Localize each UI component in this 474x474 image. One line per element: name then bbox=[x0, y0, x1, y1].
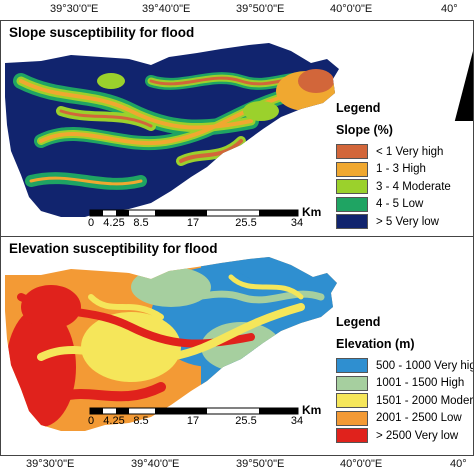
scale-label: 0 bbox=[87, 415, 95, 427]
elevation-legend-item: 1501 - 2000 Moderate bbox=[336, 392, 474, 410]
legend-swatch bbox=[336, 410, 368, 426]
legend-label: > 2500 Very low bbox=[376, 429, 459, 442]
scale-label: 8.5 bbox=[133, 415, 149, 427]
slope-legend-item: 4 - 5 Low bbox=[336, 196, 451, 214]
slope-legend-item: > 5 Very low bbox=[336, 213, 451, 231]
legend-label: 1501 - 2000 Moderate bbox=[376, 394, 474, 407]
scale-unit: Km bbox=[302, 205, 322, 219]
legend-label: > 5 Very low bbox=[376, 215, 439, 228]
elevation-legend-item: 500 - 1000 Very high bbox=[336, 357, 474, 375]
slope-legend: Legend Slope (%) < 1 Very high 1 - 3 Hig… bbox=[336, 101, 451, 231]
legend-swatch bbox=[336, 358, 368, 374]
legend-swatch bbox=[336, 428, 368, 444]
scale-label: 0 bbox=[87, 217, 95, 229]
slope-legend-item: 1 - 3 High bbox=[336, 161, 451, 179]
scale-label: 4.25 bbox=[103, 217, 125, 229]
slope-legend-title: Legend bbox=[336, 101, 381, 115]
elevation-map bbox=[5, 257, 337, 431]
scale-label: 34 bbox=[290, 217, 304, 229]
coord-label-bottom-1: 39°30'0"E bbox=[26, 458, 75, 470]
coord-label-top-4: 40°0'0"E bbox=[330, 3, 373, 15]
elevation-legend: Legend Elevation (m) 500 - 1000 Very hig… bbox=[336, 315, 474, 445]
north-arrow-icon: N bbox=[454, 51, 474, 121]
scale-label: 17 bbox=[186, 415, 200, 427]
coord-label-bottom-3: 39°50'0"E bbox=[236, 458, 285, 470]
scale-bar-graphic bbox=[89, 407, 299, 415]
coord-label-top-5: 40° bbox=[441, 3, 458, 15]
scale-unit: Km bbox=[302, 403, 322, 417]
coord-label-top-2: 39°40'0"E bbox=[142, 3, 191, 15]
coord-label-top-1: 39°30'0"E bbox=[50, 3, 99, 15]
scale-bar-labels: 0 4.25 8.5 17 25.5 34 bbox=[87, 415, 303, 429]
slope-legend-subtitle: Slope (%) bbox=[336, 123, 393, 137]
elevation-scale-bar: 0 4.25 8.5 17 25.5 34 bbox=[87, 407, 303, 429]
slope-scale-bar: 0 4.25 8.5 17 25.5 34 bbox=[87, 209, 303, 231]
legend-label: 1001 - 1500 High bbox=[376, 377, 465, 390]
slope-legend-item: 3 - 4 Moderate bbox=[336, 178, 451, 196]
coord-label-top-3: 39°50'0"E bbox=[236, 3, 285, 15]
legend-swatch bbox=[336, 196, 368, 212]
elevation-legend-item: 2001 - 2500 Low bbox=[336, 410, 473, 428]
coord-label-bottom-4: 40°0'0"E bbox=[340, 458, 383, 470]
scale-label: 4.25 bbox=[103, 415, 125, 427]
legend-swatch bbox=[336, 161, 368, 177]
legend-swatch bbox=[336, 144, 368, 160]
scale-label: 17 bbox=[186, 217, 200, 229]
legend-swatch bbox=[336, 179, 368, 195]
legend-label: 4 - 5 Low bbox=[376, 198, 424, 211]
scale-label: 34 bbox=[290, 415, 304, 427]
elevation-legend-subtitle: Elevation (m) bbox=[336, 337, 415, 351]
elevation-map-title: Elevation susceptibility for flood bbox=[9, 241, 218, 256]
slope-map-panel: Slope susceptibility for flood N Legend … bbox=[0, 20, 474, 242]
scale-label: 25.5 bbox=[235, 217, 257, 229]
slope-map bbox=[5, 43, 339, 217]
scale-bar-labels: 0 4.25 8.5 17 25.5 34 bbox=[87, 217, 303, 231]
legend-label: 500 - 1000 Very high bbox=[376, 359, 474, 372]
legend-swatch bbox=[336, 214, 368, 230]
legend-swatch bbox=[336, 375, 368, 391]
legend-label: 3 - 4 Moderate bbox=[376, 180, 451, 193]
slope-map-title: Slope susceptibility for flood bbox=[9, 25, 195, 40]
legend-swatch bbox=[336, 393, 368, 409]
elevation-legend-item: > 2500 Very low bbox=[336, 427, 473, 445]
scale-label: 8.5 bbox=[133, 217, 149, 229]
scale-label: 25.5 bbox=[235, 415, 257, 427]
svg-text:N: N bbox=[465, 51, 474, 52]
coord-label-bottom-2: 39°40'0"E bbox=[131, 458, 180, 470]
legend-label: 2001 - 2500 Low bbox=[376, 412, 462, 425]
legend-label: 1 - 3 High bbox=[376, 163, 426, 176]
slope-legend-item: < 1 Very high bbox=[336, 143, 451, 161]
scale-bar-graphic bbox=[89, 209, 299, 217]
elevation-legend-title: Legend bbox=[336, 315, 381, 329]
elevation-legend-item: 1001 - 1500 High bbox=[336, 375, 473, 393]
elevation-map-panel: Elevation susceptibility for flood Legen… bbox=[0, 236, 474, 456]
coord-label-bottom-5: 40° bbox=[450, 458, 467, 470]
legend-label: < 1 Very high bbox=[376, 145, 444, 158]
